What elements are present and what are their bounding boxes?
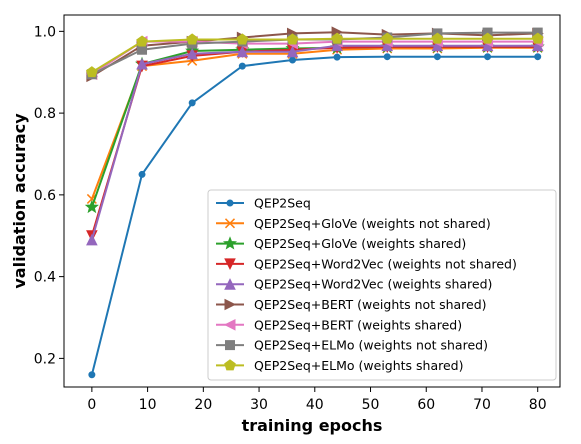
series-9-point <box>481 32 494 44</box>
legend-marker-7 <box>223 318 236 331</box>
series-1-point <box>238 62 246 70</box>
legend-marker-6 <box>224 298 237 311</box>
series-1-point <box>333 53 341 61</box>
x-tick-label: 30 <box>250 397 268 413</box>
x-tick-label: 80 <box>529 397 547 413</box>
series-9-point <box>236 33 249 45</box>
legend-marker-2 <box>224 218 236 229</box>
legend-label-6: QEP2Seq+BERT (weights not shared) <box>254 297 487 312</box>
legend-label-3: QEP2Seq+GloVe (weights shared) <box>254 236 466 251</box>
x-axis: 0 10 20 30 40 50 60 70 80 <box>87 387 547 413</box>
y-tick-label: 0.4 <box>34 270 56 286</box>
x-tick-label: 50 <box>362 397 380 413</box>
legend: QEP2Seq QEP2Seq+GloVe (weights not shared… <box>207 189 557 381</box>
axes-frame <box>63 14 561 388</box>
plot-area <box>84 26 545 379</box>
legend-marker-1 <box>226 199 234 207</box>
x-tick-label: 70 <box>473 397 491 413</box>
y-tick-label: 1.0 <box>34 24 56 40</box>
series-8-point <box>137 44 148 55</box>
series-1-point <box>484 53 492 61</box>
series-line-1 <box>90 55 538 375</box>
series-9-point <box>381 32 394 44</box>
series-5-point <box>86 233 98 246</box>
legend-label-7: QEP2Seq+BERT (weights shared) <box>254 317 462 332</box>
series-9-point <box>531 32 544 44</box>
series-1-point <box>88 371 96 379</box>
y-tick-label: 0.6 <box>34 188 56 204</box>
y-tick-label: 0.2 <box>34 351 56 367</box>
y-tick-label: 0.8 <box>34 106 56 122</box>
legend-label-2: QEP2Seq+GloVe (weights not shared) <box>254 216 491 231</box>
series-9-point <box>86 66 98 78</box>
legend-label-5: QEP2Seq+Word2Vec (weights shared) <box>254 277 492 292</box>
series-9-point <box>186 33 198 45</box>
legend-label-1: QEP2Seq <box>254 196 311 211</box>
y-axis: 0.2 0.4 0.6 0.8 1.0 <box>34 24 64 367</box>
series-line-9 <box>91 37 538 74</box>
x-tick-label: 0 <box>87 397 96 413</box>
series-9-point <box>431 32 444 44</box>
series-1-point <box>433 53 441 61</box>
legend-box <box>207 189 557 381</box>
series-9-point <box>286 33 299 45</box>
x-tick-label: 60 <box>417 397 435 413</box>
series-1-point <box>534 53 542 61</box>
series-line-3 <box>90 45 538 208</box>
series-5-point <box>186 47 198 60</box>
series-5-point <box>286 45 299 58</box>
legend-marker-2-stroke <box>224 218 236 229</box>
series-1-point <box>138 170 146 178</box>
series-line-2 <box>90 46 538 200</box>
series-line-7 <box>91 40 538 76</box>
legend-marker-9 <box>224 359 236 371</box>
x-tick-label: 40 <box>306 397 324 413</box>
x-tick-label: 20 <box>194 397 212 413</box>
series-1-point <box>383 53 391 61</box>
series-3-point <box>84 199 99 214</box>
x-axis-label: training epochs <box>242 416 383 435</box>
series-5-point <box>136 57 148 70</box>
series-1-point <box>288 56 296 64</box>
series-line-5 <box>90 44 538 241</box>
legend-marker-5 <box>224 278 236 290</box>
legend-label-9: QEP2Seq+ELMo (weights shared) <box>254 358 464 373</box>
legend-marker-8 <box>225 340 235 351</box>
series-line-6 <box>91 31 538 78</box>
series-5-point <box>236 45 249 58</box>
legend-label-8: QEP2Seq+ELMo (weights not shared) <box>254 338 488 353</box>
x-tick-label: 10 <box>139 397 157 413</box>
legend-label-4: QEP2Seq+Word2Vec (weights not shared) <box>254 256 517 271</box>
legend-marker-4 <box>224 258 236 271</box>
y-axis-label: validation accuracy <box>10 113 29 289</box>
series-9-point <box>136 35 148 47</box>
legend-marker-3 <box>222 236 238 250</box>
series-9-point <box>331 32 343 44</box>
series-1-point <box>188 99 196 107</box>
